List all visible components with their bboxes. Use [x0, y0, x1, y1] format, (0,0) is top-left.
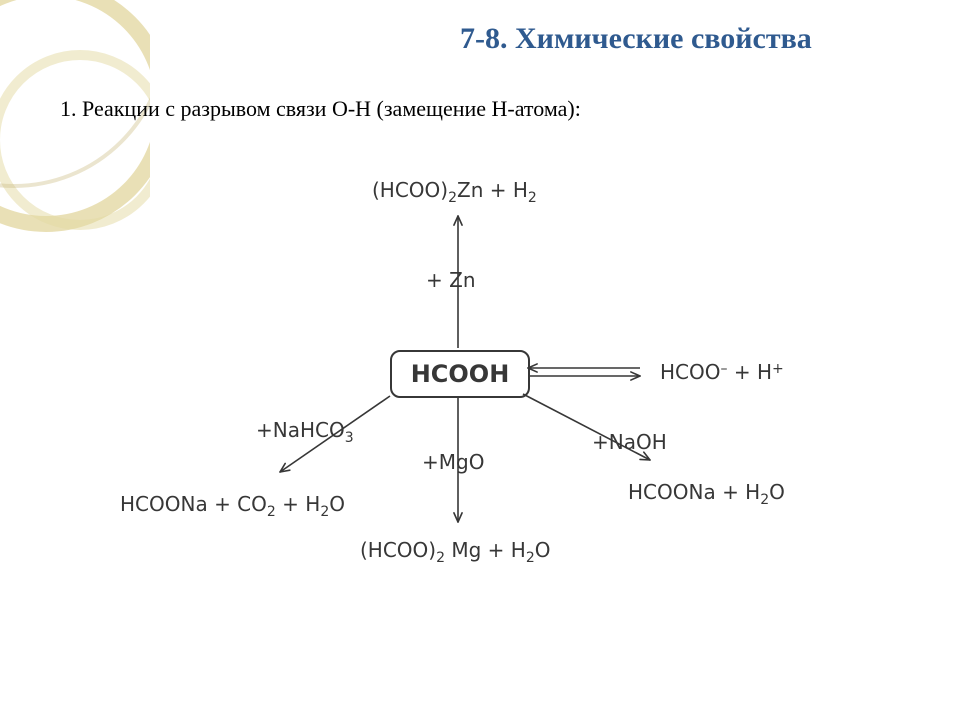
- diagram-label: + Zn: [426, 268, 476, 292]
- diagram-label: HCOONa + CO2 + H2O: [120, 492, 345, 516]
- slide-subtitle: 1. Реакции с разрывом связи О-Н (замещен…: [60, 96, 581, 122]
- slide: 7-8. Химические свойства 1. Реакции с ра…: [0, 0, 960, 720]
- diagram-label: +MgO: [422, 450, 484, 474]
- diagram-label: (HCOO)2Zn + H2: [372, 178, 537, 202]
- diagram-label: HCOONa + H2O: [628, 480, 785, 504]
- diagram-label: +NaOH: [592, 430, 667, 454]
- center-molecule: HCOOH: [390, 350, 530, 398]
- diagram-label: HCOO– + H+: [660, 360, 784, 384]
- diagram-label: +NaHCO3: [256, 418, 354, 442]
- reaction-diagram: HCOOH (HCOO)2Zn + H2 + Zn HCOO– + H+ +NaOH H…: [120, 160, 880, 600]
- diagram-label: (HCOO)2 Mg + H2O: [360, 538, 551, 562]
- slide-title: 7-8. Химические свойства: [460, 22, 812, 56]
